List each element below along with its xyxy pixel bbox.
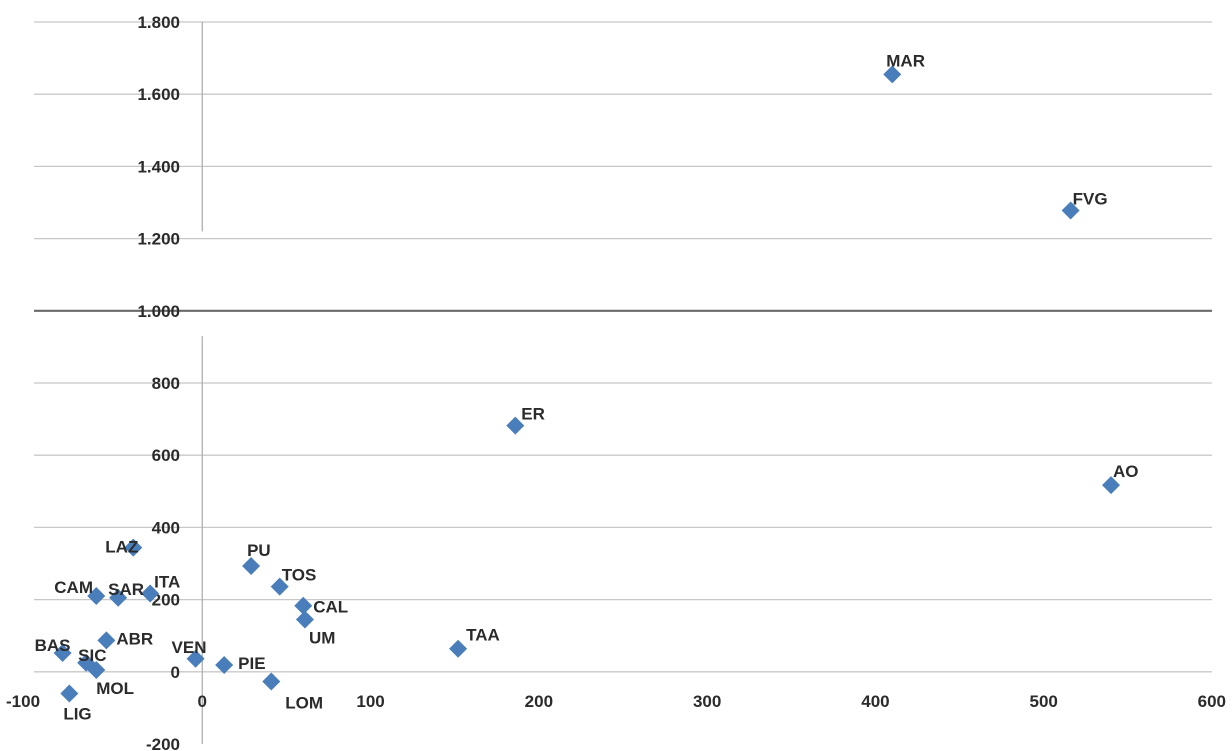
data-point-label: LIG [63,704,91,723]
y-tick-label: 400 [152,518,180,537]
data-point-label: VEN [172,638,207,657]
x-tick-label: 500 [1030,692,1058,711]
data-point-label: ABR [116,629,153,648]
data-point-label: BAS [35,636,71,655]
data-point-label: FVG [1073,189,1108,208]
data-point-label: UM [309,628,335,647]
data-point-marker [97,631,116,650]
y-tick-label: 1.400 [137,157,180,176]
data-point-marker [295,610,314,629]
x-tick-label: 200 [525,692,553,711]
y-tick-label: 1.000 [137,302,180,321]
x-tick-label: 100 [356,692,384,711]
data-point-label: TOS [282,566,317,585]
data-point-label: LAZ [105,538,138,557]
data-point-marker [270,577,289,596]
data-point-label: SAR [108,580,144,599]
data-point-marker [1102,476,1121,495]
data-point-marker [215,655,234,674]
x-tick-label: 300 [693,692,721,711]
data-point-marker [60,684,79,703]
data-point-marker [109,588,128,607]
data-point-marker [242,557,261,576]
y-tick-label: 600 [152,446,180,465]
data-point-marker [186,649,205,668]
x-tick-label: 400 [861,692,889,711]
data-point-label: TAA [466,626,500,645]
x-tick-label: -100 [6,692,40,711]
data-point-marker [53,644,72,663]
y-tick-label: 1.800 [137,13,180,32]
y-tick-label: 0 [171,663,180,682]
data-point-label: PIE [238,654,265,673]
y-tick-label: 800 [152,374,180,393]
y-tick-label: 1.200 [137,230,180,249]
data-point-label: ITA [154,572,180,591]
data-point-marker [87,586,106,605]
data-point-marker [449,639,468,658]
data-point-label: CAL [313,598,348,617]
data-point-marker [87,660,106,679]
data-point-label: LOM [285,694,323,713]
data-point-label: ER [521,405,545,424]
data-point-marker [1061,201,1080,220]
data-point-label: SIC [78,646,106,665]
x-tick-label: 0 [198,692,207,711]
y-tick-label: 200 [152,591,180,610]
data-point-marker [124,538,143,557]
data-point-label: CAM [54,578,93,597]
data-point-label: MAR [886,51,925,70]
data-point-label: MOL [96,679,134,698]
data-point-marker [294,596,313,615]
x-tick-label: 600 [1198,692,1226,711]
data-point-marker [883,65,902,84]
data-point-marker [262,672,281,691]
data-point-marker [141,584,160,603]
y-tick-label: -200 [146,735,180,751]
data-point-label: AO [1113,462,1139,481]
data-point-label: PU [247,541,271,560]
y-tick-label: 1.600 [137,85,180,104]
data-point-marker [506,416,525,435]
